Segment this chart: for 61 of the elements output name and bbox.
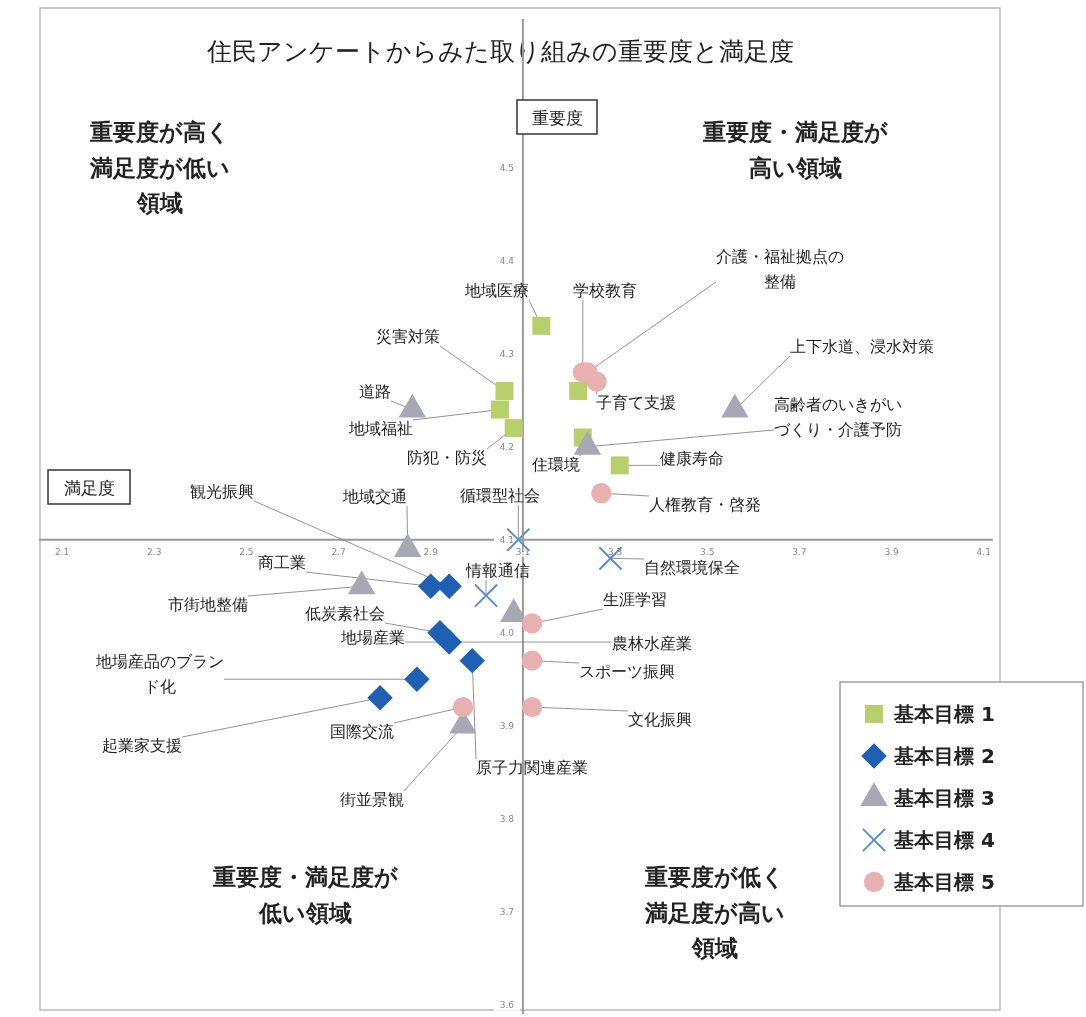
legend-label: 基本目標 4 <box>893 828 995 852</box>
x-tick-label: 4.1 <box>976 546 991 557</box>
annotation: 高齢者のいきがいづくり・介護予防 <box>774 395 902 439</box>
annotation: 人権教育・啓発 <box>649 495 761 514</box>
legend-label: 基本目標 5 <box>893 870 995 894</box>
annotation: 生涯学習 <box>603 590 667 609</box>
x-tick-label: 2.5 <box>239 546 254 557</box>
y-tick-label: 4.3 <box>499 348 515 359</box>
annotation: 商工業 <box>258 553 306 572</box>
y-tick-label: 3.9 <box>499 720 515 731</box>
annotation: 防犯・防災 <box>407 448 487 467</box>
y-tick-label: 3.6 <box>499 999 515 1010</box>
y-tick-label: 4.5 <box>499 162 515 173</box>
x-tick-label: 3.7 <box>792 546 807 557</box>
x-axis-title: 満足度 <box>63 478 115 498</box>
annotation: 住環境 <box>531 455 580 474</box>
annotation: 道路 <box>359 382 391 401</box>
annotation: スポーツ振興 <box>579 662 675 681</box>
annotation: 学校教育 <box>573 281 637 300</box>
x-tick-label: 2.7 <box>331 546 346 557</box>
annotation: 地場産品のブランド化 <box>95 652 224 696</box>
annotation: 子育て支援 <box>596 393 676 412</box>
annotation: 農林水産業 <box>612 634 692 653</box>
annotation: 地場産業 <box>340 628 405 647</box>
annotation: 自然環境保全 <box>644 558 740 577</box>
annotation: 循環型社会 <box>460 486 540 505</box>
annotation: 上下水道、浸水対策 <box>790 337 934 356</box>
annotation: 起業家支援 <box>102 736 182 755</box>
annotation: 地域福祉 <box>348 419 413 438</box>
annotation: 情報通信 <box>465 561 530 580</box>
x-tick-label: 3.9 <box>884 546 900 557</box>
legend-label: 基本目標 2 <box>893 744 995 768</box>
legend-label: 基本目標 1 <box>893 702 995 726</box>
annotation: 観光振興 <box>190 482 254 501</box>
legend-label: 基本目標 3 <box>893 786 995 810</box>
annotation: 重要度が高く満足度が低い領域 <box>89 119 230 217</box>
y-tick-label: 4.2 <box>499 441 515 452</box>
annotation: 市街地整備 <box>168 595 248 614</box>
annotation: 文化振興 <box>628 710 692 729</box>
annotation: 健康寿命 <box>660 449 724 468</box>
annotation: 災害対策 <box>376 327 440 346</box>
x-tick-label: 2.9 <box>423 546 439 557</box>
x-tick-label: 3.5 <box>700 546 715 557</box>
x-tick-label: 2.3 <box>147 546 162 557</box>
y-axis-title: 重要度 <box>531 108 583 128</box>
annotation: 重要度・満足度が低い領域 <box>211 864 398 926</box>
y-tick-label: 3.7 <box>499 906 515 917</box>
annotation: 原子力関連産業 <box>476 758 588 777</box>
annotation: 重要度が低く満足度が高い領域 <box>644 864 785 962</box>
y-tick-label: 4.1 <box>499 534 515 545</box>
x-tick-label: 2.1 <box>54 546 70 557</box>
annotation: 地域医療 <box>464 281 529 300</box>
annotation: 低炭素社会 <box>305 604 385 623</box>
y-tick-label: 4.0 <box>499 627 515 638</box>
y-tick-label: 3.8 <box>499 813 515 824</box>
annotation: 介護・福祉拠点の整備 <box>716 247 844 291</box>
annotation: 国際交流 <box>330 722 394 741</box>
annotation: 地域交通 <box>342 487 407 506</box>
annotation: 重要度・満足度が高い領域 <box>701 119 888 181</box>
y-tick-label: 4.4 <box>499 255 515 266</box>
annotation: 街並景観 <box>340 790 404 809</box>
